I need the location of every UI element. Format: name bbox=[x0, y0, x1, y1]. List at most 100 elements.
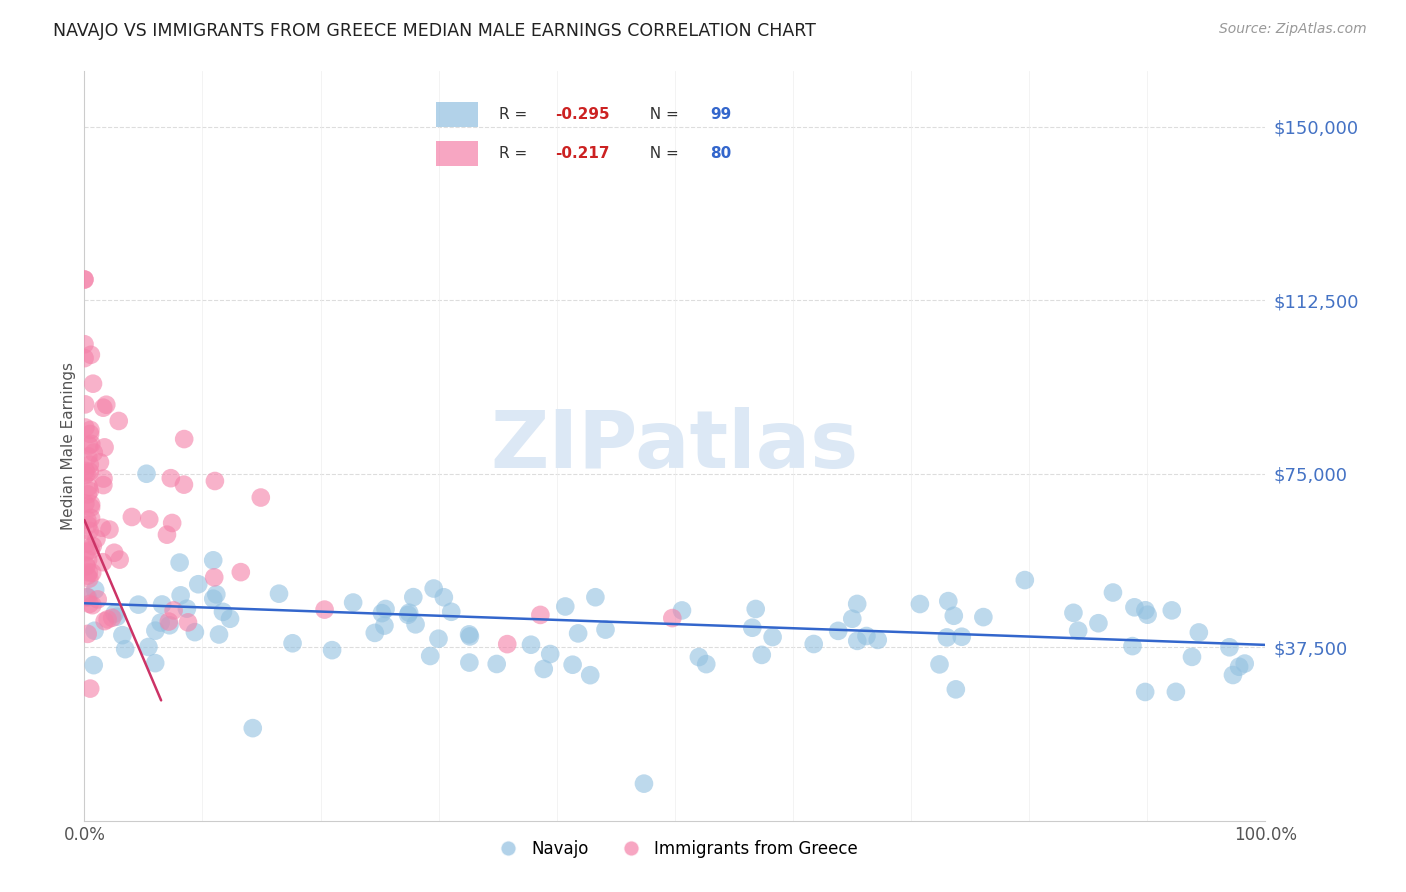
Point bbox=[80, 348, 103, 362]
Point bbox=[159, 471, 181, 485]
Text: 99: 99 bbox=[710, 107, 731, 121]
Point bbox=[1227, 659, 1250, 673]
Point bbox=[422, 582, 444, 596]
Point bbox=[396, 607, 419, 622]
Y-axis label: Median Male Earnings: Median Male Earnings bbox=[60, 362, 76, 530]
Point bbox=[79, 572, 101, 586]
Point bbox=[458, 629, 481, 643]
Text: -0.295: -0.295 bbox=[555, 107, 610, 121]
Point bbox=[173, 477, 195, 491]
Point bbox=[1164, 685, 1187, 699]
Point bbox=[101, 611, 124, 625]
Point bbox=[73, 272, 96, 286]
Point bbox=[671, 603, 693, 617]
Point bbox=[529, 607, 551, 622]
Point bbox=[138, 640, 160, 654]
Point bbox=[79, 483, 101, 498]
Point bbox=[972, 610, 994, 624]
Point bbox=[91, 401, 114, 415]
Point bbox=[1067, 624, 1090, 638]
Point bbox=[945, 682, 967, 697]
Point bbox=[177, 615, 200, 630]
Point bbox=[458, 656, 481, 670]
Point bbox=[96, 398, 118, 412]
Legend: Navajo, Immigrants from Greece: Navajo, Immigrants from Greece bbox=[485, 833, 865, 864]
Point bbox=[281, 636, 304, 650]
Point bbox=[688, 650, 710, 665]
Point bbox=[205, 587, 228, 601]
Point bbox=[84, 582, 107, 597]
Point bbox=[93, 441, 115, 455]
Point bbox=[83, 624, 105, 638]
Point bbox=[169, 588, 191, 602]
Point bbox=[1181, 649, 1204, 664]
Point bbox=[267, 587, 290, 601]
Point bbox=[93, 614, 115, 628]
Point bbox=[942, 608, 965, 623]
Point bbox=[846, 633, 869, 648]
Point bbox=[1062, 606, 1084, 620]
Point bbox=[93, 472, 115, 486]
Point bbox=[342, 595, 364, 609]
Point bbox=[538, 647, 561, 661]
Point bbox=[371, 606, 394, 620]
Point bbox=[169, 556, 191, 570]
Point bbox=[419, 648, 441, 663]
Point bbox=[1121, 639, 1143, 653]
Point bbox=[86, 592, 108, 607]
Point bbox=[77, 518, 100, 533]
Point bbox=[202, 553, 225, 567]
Point bbox=[76, 568, 98, 582]
Point bbox=[405, 617, 427, 632]
Point bbox=[533, 662, 555, 676]
Point bbox=[75, 420, 97, 434]
Text: N =: N = bbox=[640, 107, 683, 121]
Point bbox=[935, 631, 957, 645]
Point bbox=[249, 491, 271, 505]
Point bbox=[97, 612, 120, 626]
Point bbox=[75, 558, 97, 573]
Point bbox=[108, 552, 131, 566]
Point bbox=[208, 627, 231, 641]
Point bbox=[83, 445, 105, 459]
Point bbox=[73, 351, 96, 365]
Point bbox=[149, 615, 172, 630]
Point bbox=[187, 577, 209, 591]
Point bbox=[554, 599, 576, 614]
Point bbox=[82, 376, 104, 391]
Point bbox=[314, 602, 336, 616]
Point bbox=[321, 643, 343, 657]
Point bbox=[75, 497, 97, 511]
Point bbox=[121, 510, 143, 524]
Point bbox=[86, 532, 108, 546]
Point bbox=[103, 546, 125, 560]
Point bbox=[77, 480, 100, 494]
Point bbox=[567, 626, 589, 640]
Point bbox=[156, 527, 179, 541]
Point bbox=[79, 458, 101, 472]
Point bbox=[76, 536, 98, 550]
Point bbox=[82, 598, 104, 612]
FancyBboxPatch shape bbox=[436, 102, 478, 127]
Point bbox=[184, 625, 207, 640]
Point bbox=[79, 423, 101, 437]
Point bbox=[150, 598, 173, 612]
Text: N =: N = bbox=[640, 146, 683, 161]
Point bbox=[79, 681, 101, 696]
Point bbox=[127, 598, 149, 612]
Point bbox=[77, 553, 100, 567]
Point bbox=[744, 602, 766, 616]
Point bbox=[114, 642, 136, 657]
Point bbox=[520, 638, 543, 652]
Point bbox=[138, 512, 160, 526]
Point bbox=[364, 626, 387, 640]
Point bbox=[202, 591, 225, 606]
Point bbox=[1123, 600, 1146, 615]
Point bbox=[91, 521, 114, 535]
Text: 80: 80 bbox=[710, 146, 731, 161]
Point bbox=[75, 464, 97, 478]
Point bbox=[1135, 603, 1157, 617]
Point bbox=[212, 605, 235, 619]
Point bbox=[950, 630, 973, 644]
Point bbox=[82, 566, 104, 580]
